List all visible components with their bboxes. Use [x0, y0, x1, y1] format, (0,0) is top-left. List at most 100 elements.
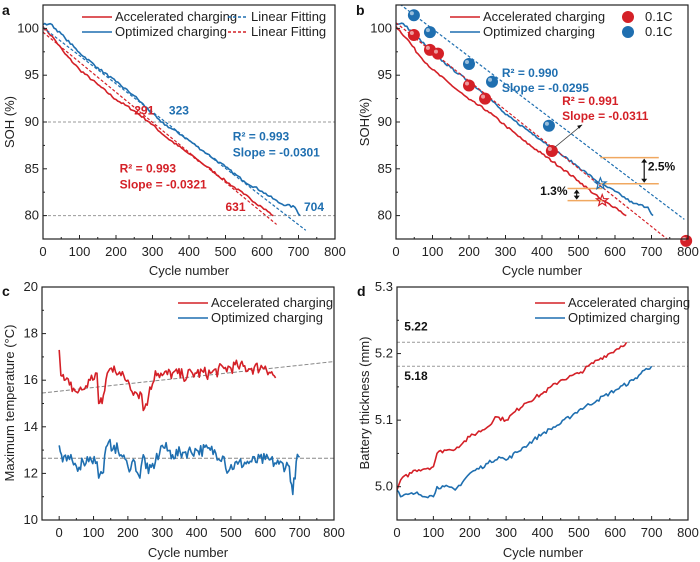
- plot-area: [43, 22, 335, 231]
- x-tick-label: 600: [254, 525, 276, 540]
- ball-highlight: [425, 45, 430, 50]
- panel-c: c Cycle number Maximum temperature (°C) …: [2, 279, 345, 560]
- gap-arrow-head-up: [641, 158, 648, 163]
- x-tick-label: 600: [604, 525, 626, 540]
- y-tick-label: 20: [24, 279, 38, 294]
- panel-c-ylabel: Maximum temperature (°C): [2, 325, 17, 482]
- ball-highlight: [409, 30, 414, 35]
- y-tick-label: 85: [378, 161, 392, 176]
- panel-d-label: d: [357, 283, 366, 299]
- annotation: Slope = -0.0311: [562, 109, 649, 123]
- annotation: 704: [304, 200, 324, 214]
- ball-highlight: [409, 11, 414, 16]
- ball-highlight: [547, 147, 552, 152]
- plot-area: [397, 341, 688, 499]
- legend-label: Linear Fitting: [251, 24, 326, 39]
- panel-c-xlabel: Cycle number: [148, 545, 229, 560]
- y-tick-label: 14: [24, 419, 38, 434]
- gap-arrow-head-up: [573, 189, 580, 194]
- panel-a-xlabel: Cycle number: [149, 263, 230, 278]
- x-tick-label: 600: [604, 244, 626, 259]
- x-tick-label: 100: [69, 244, 91, 259]
- ball-highlight: [465, 59, 469, 64]
- panel-a-ylabel: SOH (%): [2, 96, 17, 148]
- data-ball-blue: [407, 9, 420, 22]
- legend-label: Linear Fitting: [251, 9, 326, 24]
- data-ball-blue: [542, 119, 555, 132]
- annotation: 323: [169, 104, 189, 118]
- x-tick-label: 300: [142, 244, 164, 259]
- annotation: 291: [134, 104, 154, 118]
- star-marker-red: [594, 192, 610, 207]
- x-tick-label: 0: [39, 244, 46, 259]
- plot-area: [42, 349, 334, 496]
- legend-label: Accelerated charging: [483, 9, 605, 24]
- legend-label: 0.1C: [645, 24, 672, 39]
- y-tick-label: 100: [370, 20, 392, 35]
- x-tick-label: 100: [422, 244, 444, 259]
- y-tick-label: 85: [25, 161, 39, 176]
- x-tick-label: 500: [220, 525, 242, 540]
- x-tick-label: 800: [323, 525, 345, 540]
- y-tick-label: 16: [24, 372, 38, 387]
- x-tick-label: 600: [251, 244, 273, 259]
- x-tick-label: 400: [532, 525, 554, 540]
- x-tick-label: 200: [458, 244, 480, 259]
- x-tick-label: 100: [83, 525, 105, 540]
- y-tick-label: 90: [378, 114, 392, 129]
- data-ball-blue: [423, 26, 436, 39]
- x-tick-label: 700: [641, 525, 663, 540]
- fit-line-blue: [43, 26, 307, 231]
- x-tick-label: 500: [215, 244, 237, 259]
- legend-label: 0.1C: [645, 9, 672, 24]
- annotation: 631: [226, 200, 246, 214]
- ball-highlight: [481, 94, 486, 99]
- panel-c-label: c: [2, 283, 10, 299]
- x-tick-label: 800: [677, 244, 699, 259]
- panel-d-xlabel: Cycle number: [503, 545, 584, 560]
- series-line-blue: [43, 22, 301, 217]
- x-tick-label: 300: [151, 525, 173, 540]
- pointer-arrow: [554, 124, 583, 148]
- legend-label: Accelerated charging: [568, 295, 690, 310]
- ball-highlight: [544, 121, 549, 126]
- series-line-red: [58, 349, 277, 412]
- panel-b-label: b: [356, 2, 365, 18]
- legend-label: Optimized charging: [211, 310, 323, 325]
- x-tick-label: 100: [423, 525, 445, 540]
- y-tick-label: 95: [25, 67, 39, 82]
- y-tick-label: 12: [24, 465, 38, 480]
- ball-highlight: [425, 28, 430, 33]
- star-marker-blue: [593, 176, 608, 190]
- x-tick-label: 700: [641, 244, 663, 259]
- ball-highlight: [465, 81, 469, 86]
- y-tick-label: 5.0: [375, 479, 393, 494]
- panel-b-ylabel: SOH(%): [357, 98, 372, 146]
- panel-d-ylabel: Battery thickness (mm): [357, 337, 372, 470]
- legend-label: Accelerated charging: [115, 9, 237, 24]
- y-tick-label: 10: [24, 512, 38, 527]
- y-tick-label: 100: [17, 20, 39, 35]
- x-tick-label: 400: [186, 525, 208, 540]
- legend-label: Optimized charging: [483, 24, 595, 39]
- panel-b-xlabel: Cycle number: [502, 263, 583, 278]
- annotation: Slope = -0.0321: [120, 177, 207, 191]
- ball-highlight: [433, 49, 438, 54]
- annotation: 1.3%: [540, 184, 568, 198]
- data-ball-red: [407, 28, 420, 41]
- y-tick-label: 5.1: [375, 412, 393, 427]
- data-ball-red: [463, 79, 475, 92]
- annotation: R² = 0.993: [233, 130, 290, 144]
- x-tick-label: 0: [393, 525, 400, 540]
- data-ball-red: [479, 92, 492, 105]
- annotation: R² = 0.991: [562, 94, 619, 108]
- legend-ball-blue: [622, 26, 634, 38]
- annotation: 5.18: [404, 369, 428, 383]
- annotation: 2.5%: [648, 160, 676, 174]
- series-line-blue: [397, 365, 653, 499]
- annotation: 5.22: [404, 319, 428, 333]
- trend-line: [42, 361, 334, 394]
